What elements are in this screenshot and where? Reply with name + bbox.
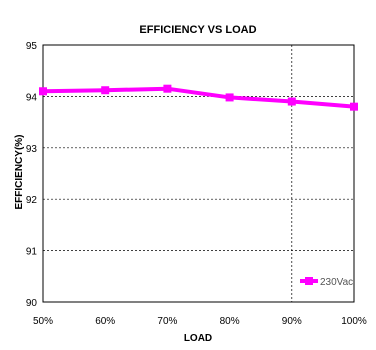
x-tick-label: 100%: [341, 316, 367, 327]
data-point: [350, 102, 358, 111]
x-tick-label: 50%: [33, 316, 53, 327]
plot-area: [42, 44, 355, 303]
legend-marker: [305, 277, 313, 285]
chart-title: EFFICIENCY VS LOAD: [139, 24, 256, 36]
x-tick-label: 60%: [95, 316, 115, 327]
y-tick-label: 93: [26, 144, 38, 155]
y-tick-label: 91: [26, 247, 38, 258]
x-tick-label: 80%: [220, 316, 240, 327]
x-axis-title: LOAD: [184, 333, 212, 344]
data-point: [39, 87, 47, 96]
data-point: [163, 84, 172, 93]
legend-label: 230Vac: [320, 277, 353, 288]
x-tick-label: 70%: [157, 316, 177, 327]
y-tick-label: 92: [26, 195, 38, 206]
y-axis-title: EFFICIENCY(%): [14, 135, 25, 210]
y-tick-label: 90: [26, 298, 38, 309]
data-point: [101, 86, 110, 95]
data-point: [287, 97, 296, 106]
series-line: [42, 86, 355, 109]
data-point: [225, 93, 234, 102]
x-tick-label: 90%: [282, 316, 302, 327]
y-tick-label: 95: [26, 41, 38, 52]
y-tick-label: 94: [26, 92, 38, 103]
